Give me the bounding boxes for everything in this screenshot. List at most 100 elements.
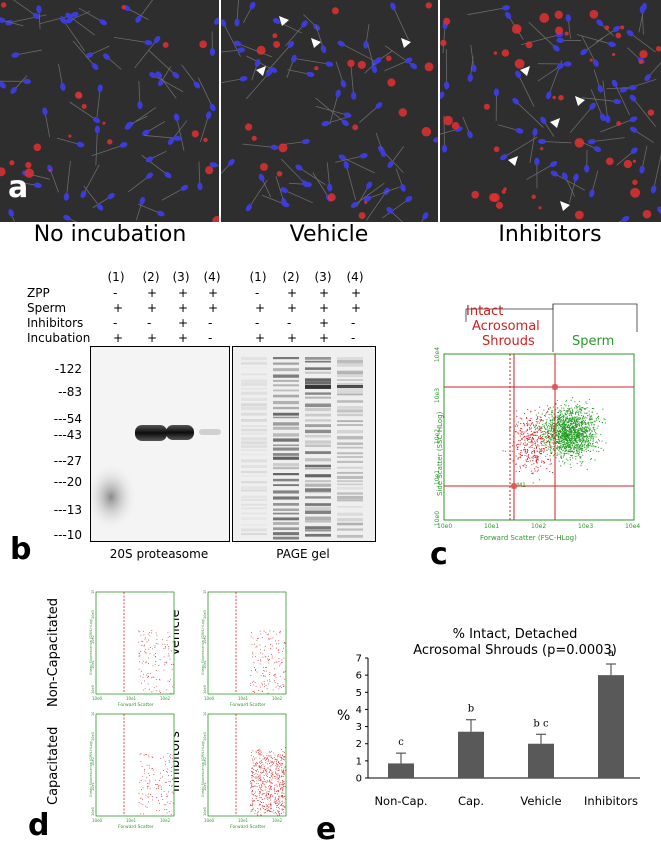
flow-event-sperm [575, 444, 577, 446]
flow-event-sperm [584, 419, 586, 421]
sperm-nucleus [592, 59, 599, 67]
flow-event-sperm [575, 424, 577, 426]
flow-event-sperm [563, 452, 565, 454]
mini-flow-event [151, 768, 153, 770]
flow-event-sperm [562, 442, 564, 444]
flow-event-sperm [580, 435, 582, 437]
flow-event-sperm [586, 468, 588, 470]
sperm-nucleus [205, 111, 212, 120]
mini-flow-event [272, 771, 274, 773]
flow-event-sperm [582, 423, 584, 425]
flow-event-sperm [587, 435, 589, 437]
sperm-nucleus [42, 107, 48, 116]
mini-flow-event [257, 769, 258, 770]
flow-event-shroud [537, 459, 539, 461]
flow-event-sperm [570, 414, 572, 416]
arrowhead-marker [401, 38, 411, 48]
mini-flow-event [275, 633, 277, 635]
mini-flow-event [148, 676, 149, 678]
sperm-nucleus [70, 11, 79, 18]
gel-band [273, 496, 299, 500]
mini-flow-event [271, 777, 273, 779]
flow-event-sperm [561, 452, 563, 454]
flow-event-sperm [589, 442, 591, 444]
mini-flow-event [267, 767, 269, 769]
flow-event-sperm [558, 435, 560, 437]
mini-flow-event [276, 799, 278, 801]
flow-event-sperm [560, 424, 562, 426]
flow-event-sperm [558, 415, 560, 417]
gel-band [337, 413, 363, 417]
gel-band [305, 419, 331, 422]
flow-event-shroud [524, 436, 526, 438]
mini-flow-event [267, 798, 269, 800]
sperm-tail [629, 32, 656, 53]
flow-event-sperm [553, 419, 555, 421]
flow-event-sperm [572, 422, 574, 424]
mini-flow-event [170, 767, 172, 768]
sperm-tail [96, 88, 101, 118]
acrosomal-shroud [331, 7, 339, 15]
flow-event-sperm [555, 423, 557, 425]
flow-event-sperm [568, 437, 570, 439]
flow-event-sperm [540, 427, 542, 429]
flow-event-sperm [590, 418, 592, 420]
flow-event-shroud [541, 450, 543, 452]
sperm-nucleus [532, 128, 538, 137]
mini-flow-event [276, 813, 277, 815]
mini-flow-event [281, 661, 283, 663]
flow-event-shroud [530, 433, 532, 435]
mini-flow-event [259, 803, 261, 805]
flow-event-sperm [574, 431, 576, 433]
mini-flow-event [258, 780, 260, 781]
mini-flow-event [259, 754, 261, 755]
mini-flow-event [154, 663, 156, 665]
acrosomal-shroud [589, 58, 593, 62]
sperm-tail [144, 135, 178, 139]
flow-event-sperm [573, 418, 575, 420]
mini-flow-event [273, 631, 275, 633]
flow-event-sperm [590, 432, 592, 434]
flow-event-sperm [572, 410, 574, 412]
flow-event-sperm [567, 442, 569, 444]
flow-event-sperm [558, 441, 560, 443]
flow-event-shroud [510, 458, 512, 460]
flow-event-sperm [574, 423, 576, 425]
sperm-tail [641, 145, 648, 170]
flow-event-sperm [564, 425, 566, 427]
sperm-nucleus [350, 201, 358, 209]
flow-event-shroud [526, 424, 528, 426]
blot-row-value: - [113, 286, 118, 300]
sperm-nucleus [500, 154, 508, 161]
sperm-nucleus [343, 161, 349, 169]
flow-event-shroud [532, 438, 534, 440]
mini-flow-event [251, 755, 252, 757]
mini-flow-event [166, 801, 168, 803]
flow-event-sperm [592, 440, 594, 442]
flow-event-shroud [549, 442, 551, 444]
mini-flow-event [167, 795, 169, 797]
flow-event-shroud [529, 438, 531, 440]
flow-event-sperm [575, 413, 577, 415]
flow-event-sperm [583, 439, 585, 441]
flow-event-sperm [574, 416, 576, 418]
flow-event-shroud [518, 453, 520, 455]
flow-event-shroud [539, 435, 541, 437]
flow-event-shroud [521, 438, 523, 440]
mini-flow-event [283, 773, 285, 775]
mini-flow-event [283, 771, 285, 773]
flow-event-sperm [575, 434, 577, 436]
flow-event-shroud [532, 438, 534, 440]
mini-flow-event [281, 758, 282, 760]
flow-event-sperm [581, 418, 583, 420]
flow-event-sperm [563, 415, 565, 417]
mini-flow-event [166, 689, 168, 691]
flow-event-sperm [569, 412, 571, 414]
sperm-nucleus [556, 37, 565, 43]
acrosomal-shroud [424, 62, 434, 72]
flow-event-shroud [526, 449, 528, 451]
mini-flow-event [149, 788, 151, 790]
mw-marker: ---43 [53, 428, 82, 442]
mini-flow-event [251, 802, 253, 804]
flow-event-sperm [573, 435, 575, 437]
